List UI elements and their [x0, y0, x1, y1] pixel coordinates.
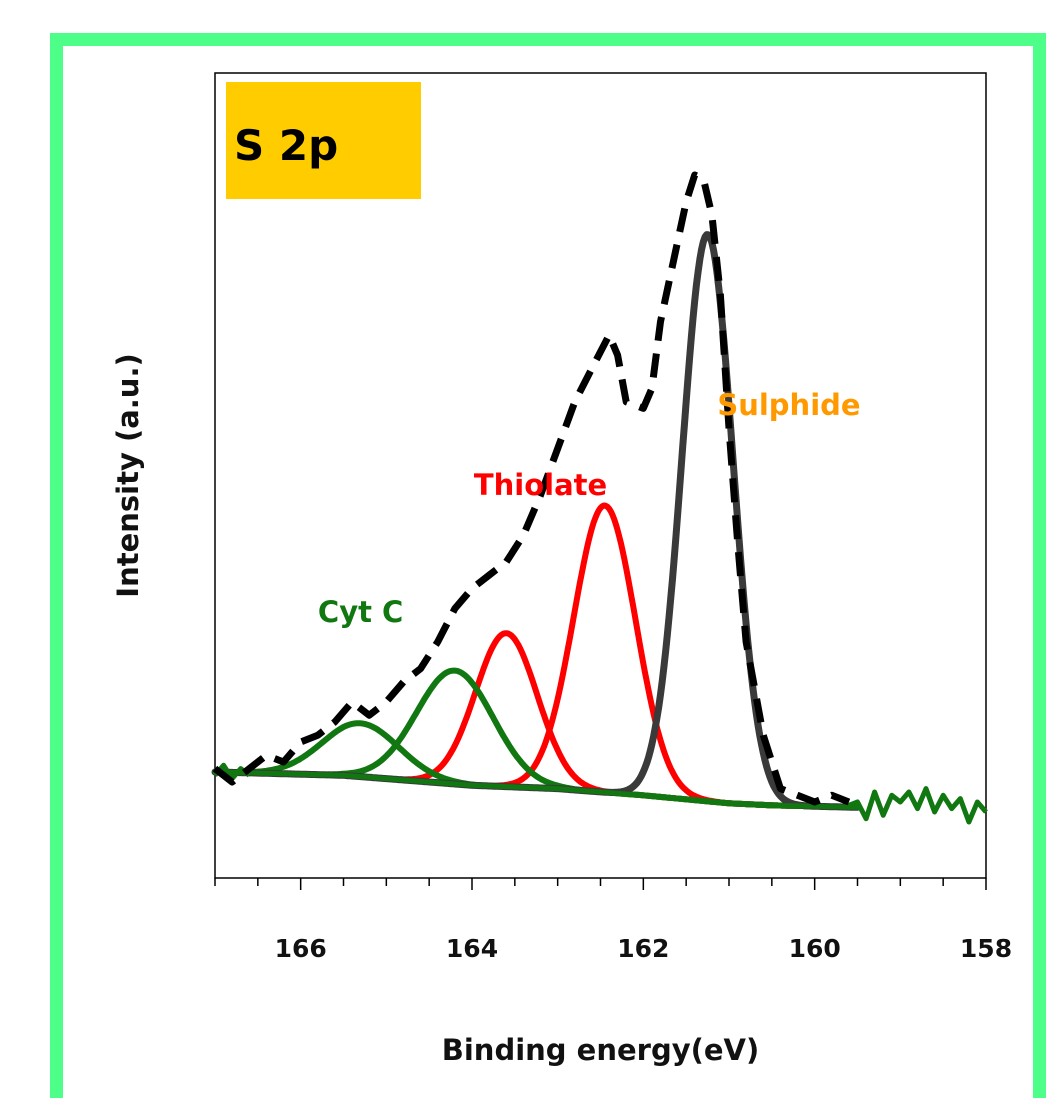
x-tick-label: 160 [789, 934, 841, 963]
x-axis: 166 164 162 160 158 [214, 878, 1012, 963]
panel-label-background [226, 82, 421, 199]
peak-annotation: Sulphide [717, 388, 860, 422]
x-axis-title: Binding energy(eV) [442, 1033, 759, 1067]
plot-area [214, 72, 987, 879]
y-axis-title: Intensity (a.u.) [111, 353, 145, 597]
annotations: Sulphide Thiolate Cyt C [318, 388, 861, 629]
series-layer [211, 171, 988, 825]
x-tick-label: 162 [617, 934, 669, 963]
x-tick-label: 158 [960, 934, 1012, 963]
peak-annotation: Thiolate [474, 468, 607, 502]
baseline-line [212, 769, 860, 810]
experimental-data-line [212, 171, 851, 806]
peak-annotation: Cyt C [318, 595, 403, 629]
panel-label: S 2p [234, 121, 338, 170]
plot-border [214, 72, 987, 879]
noise-trace-2 [848, 786, 988, 825]
x-tick-label: 166 [275, 934, 327, 963]
panel-label-box: S 2p [226, 82, 421, 199]
x-tick-label: 164 [446, 934, 498, 963]
